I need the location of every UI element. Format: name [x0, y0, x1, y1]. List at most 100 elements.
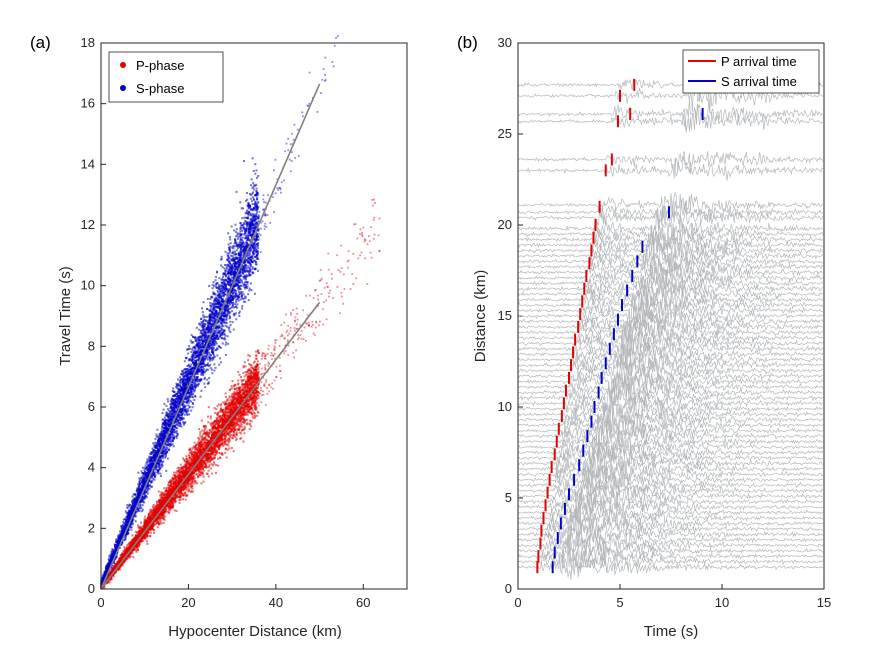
p-phase-point	[162, 491, 165, 494]
p-phase-point	[200, 469, 203, 472]
p-phase-point	[208, 464, 211, 467]
p-phase-point	[178, 498, 181, 501]
p-phase-point	[207, 460, 210, 463]
p-phase-point	[178, 490, 181, 493]
p-phase-point	[171, 478, 174, 481]
p-phase-point	[133, 548, 136, 551]
p-phase-point	[242, 440, 245, 443]
p-phase-point	[202, 443, 205, 446]
p-phase-point	[161, 494, 164, 497]
p-phase-point	[220, 432, 223, 435]
p-phase-point	[252, 376, 255, 379]
p-phase-point	[143, 535, 146, 538]
p-phase-point	[185, 465, 188, 468]
p-phase-point	[217, 446, 220, 449]
p-phase-point	[166, 493, 169, 496]
p-phase-point	[208, 429, 211, 432]
p-phase-point	[230, 419, 233, 422]
p-phase-point	[156, 511, 159, 514]
p-phase-point	[242, 421, 245, 424]
p-phase-point	[141, 531, 144, 534]
p-phase-point	[223, 415, 226, 418]
p-phase-point	[149, 518, 152, 521]
p-phase-point	[246, 422, 249, 425]
p-phase-point	[199, 467, 202, 470]
p-phase-point	[216, 426, 219, 429]
p-phase-point	[199, 435, 202, 438]
p-phase-point	[247, 411, 250, 414]
p-phase-point	[155, 519, 158, 522]
p-phase-point	[221, 440, 224, 443]
p-phase-point	[135, 538, 138, 541]
panel-a-x-tick-label: 0	[97, 595, 104, 610]
p-phase-point	[118, 560, 121, 563]
p-phase-point	[193, 458, 196, 461]
p-phase-point	[239, 400, 242, 403]
p-phase-point	[172, 483, 175, 486]
p-phase-point	[253, 375, 256, 378]
p-phase-point	[185, 458, 188, 461]
p-phase-point	[157, 490, 160, 493]
p-phase-point	[169, 507, 172, 510]
p-phase-point	[172, 501, 175, 504]
p-phase-point	[203, 461, 206, 464]
p-phase-point	[164, 504, 167, 507]
p-phase-point	[153, 514, 156, 517]
p-phase-point	[196, 447, 199, 450]
p-phase-point	[192, 463, 195, 466]
p-phase-point	[254, 392, 257, 395]
p-phase-point	[167, 508, 170, 511]
p-phase-point	[236, 397, 239, 400]
p-phase-point	[216, 430, 219, 433]
p-phase-point	[242, 383, 245, 386]
p-phase-point	[254, 399, 257, 402]
p-phase-point	[139, 525, 142, 528]
p-phase-point	[254, 398, 257, 401]
p-phase-point	[252, 394, 255, 397]
p-phase-point	[248, 387, 251, 390]
p-phase-point	[247, 409, 250, 412]
p-phase-point	[214, 451, 217, 454]
p-phase-point	[149, 516, 152, 519]
p-phase-point	[248, 398, 251, 401]
p-phase-point	[219, 452, 222, 455]
p-phase-point	[144, 535, 147, 538]
p-phase-point	[112, 569, 115, 572]
p-phase-point	[230, 403, 233, 406]
p-phase-point	[199, 433, 202, 436]
p-phase-point	[220, 408, 223, 411]
p-phase-point	[209, 440, 212, 443]
p-phase-point	[174, 475, 177, 478]
p-phase-point	[196, 459, 199, 462]
p-phase-point	[204, 427, 207, 430]
p-phase-point	[107, 580, 110, 583]
p-phase-point	[148, 511, 151, 514]
p-phase-point	[121, 563, 124, 566]
p-phase-point	[159, 506, 162, 509]
p-phase-point	[181, 492, 184, 495]
p-phase-point	[257, 351, 260, 354]
p-phase-point	[169, 484, 172, 487]
p-phase-point	[142, 529, 145, 532]
p-phase-point	[167, 488, 170, 491]
panel-a-y-tick-label: 8	[88, 338, 95, 353]
p-phase-point	[126, 557, 129, 560]
p-phase-point	[238, 397, 241, 400]
p-phase-point	[190, 466, 193, 469]
p-phase-point	[246, 406, 249, 409]
p-phase-point	[229, 436, 232, 439]
p-phase-point	[131, 549, 134, 552]
p-phase-point	[188, 456, 191, 459]
p-phase-point	[228, 395, 231, 398]
p-phase-point	[230, 395, 233, 398]
p-phase-point	[216, 433, 219, 436]
p-phase-point	[136, 548, 139, 551]
p-phase-point	[115, 564, 118, 567]
p-phase-point	[222, 444, 225, 447]
p-phase-point	[242, 371, 245, 374]
p-phase-point	[164, 502, 167, 505]
p-phase-point	[231, 393, 234, 396]
p-phase-point	[218, 426, 221, 429]
p-phase-point	[257, 397, 260, 400]
p-phase-point	[201, 441, 204, 444]
